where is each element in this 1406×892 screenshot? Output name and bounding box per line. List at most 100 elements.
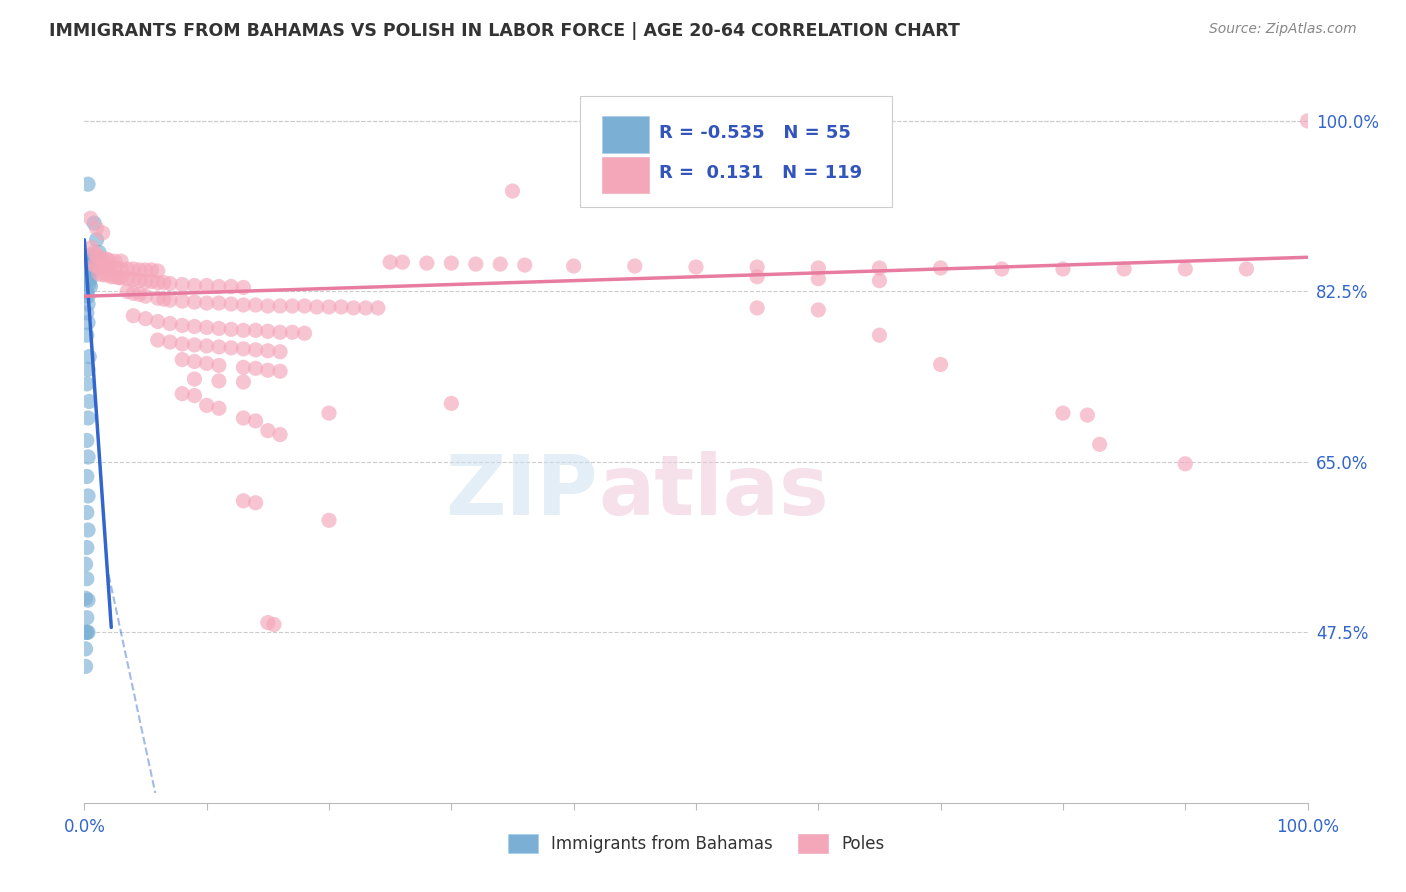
Text: atlas: atlas — [598, 451, 830, 533]
Point — [77, 255, 100, 269]
Point — [87, 245, 110, 260]
Point — [257, 615, 280, 630]
Point — [122, 286, 145, 301]
Point — [79, 211, 101, 226]
Text: IMMIGRANTS FROM BAHAMAS VS POLISH IN LABOR FORCE | AGE 20-64 CORRELATION CHART: IMMIGRANTS FROM BAHAMAS VS POLISH IN LAB… — [49, 22, 960, 40]
Point — [75, 625, 97, 640]
Point — [82, 250, 104, 264]
Point — [83, 216, 105, 230]
Point — [1174, 262, 1197, 277]
Point — [128, 274, 150, 288]
Point — [141, 263, 163, 277]
Point — [77, 450, 100, 464]
Point — [294, 299, 316, 313]
Point — [96, 268, 118, 282]
Point — [245, 298, 267, 312]
Point — [135, 263, 157, 277]
Point — [367, 301, 389, 315]
Point — [77, 489, 100, 503]
Point — [76, 328, 98, 343]
Point — [100, 269, 122, 284]
Point — [513, 258, 536, 272]
Point — [77, 362, 100, 376]
Point — [416, 256, 439, 270]
Point — [77, 593, 100, 607]
Point — [146, 264, 169, 278]
Point — [195, 356, 218, 370]
Point — [245, 496, 267, 510]
Point — [80, 262, 103, 277]
Point — [232, 375, 254, 389]
Point — [318, 513, 340, 527]
Point — [183, 338, 205, 352]
Point — [318, 406, 340, 420]
Point — [80, 256, 103, 270]
Point — [153, 292, 176, 306]
Point — [77, 625, 100, 640]
Point — [269, 299, 291, 313]
Point — [91, 252, 114, 267]
Point — [263, 617, 285, 632]
Point — [208, 401, 231, 416]
Point — [195, 320, 218, 334]
Point — [257, 299, 280, 313]
Point — [354, 301, 377, 315]
Point — [76, 625, 98, 640]
Point — [86, 248, 108, 262]
Point — [97, 253, 120, 268]
Point — [76, 541, 98, 555]
Point — [104, 260, 127, 275]
Legend: Immigrants from Bahamas, Poles: Immigrants from Bahamas, Poles — [499, 825, 893, 861]
Point — [135, 289, 157, 303]
Point — [342, 301, 364, 315]
Point — [159, 277, 181, 291]
Point — [172, 318, 194, 333]
Point — [294, 326, 316, 341]
Point — [135, 275, 157, 289]
Point — [159, 334, 181, 349]
Point — [929, 260, 952, 275]
Point — [219, 279, 242, 293]
Point — [208, 296, 231, 310]
Point — [232, 342, 254, 356]
Text: Source: ZipAtlas.com: Source: ZipAtlas.com — [1209, 22, 1357, 37]
Point — [232, 323, 254, 337]
Point — [77, 277, 100, 291]
Point — [208, 374, 231, 388]
Point — [159, 317, 181, 331]
Point — [1088, 437, 1111, 451]
Point — [76, 376, 98, 391]
Point — [91, 260, 114, 274]
Point — [232, 360, 254, 375]
Point — [232, 298, 254, 312]
Point — [75, 557, 97, 571]
Point — [807, 302, 830, 317]
Point — [76, 610, 98, 624]
Point — [83, 245, 105, 260]
Point — [84, 252, 107, 267]
Point — [110, 270, 132, 285]
Point — [195, 278, 218, 293]
Point — [747, 301, 769, 315]
Point — [76, 434, 98, 448]
Point — [183, 278, 205, 293]
Point — [86, 233, 108, 247]
Point — [146, 333, 169, 347]
Point — [86, 259, 108, 273]
Point — [122, 262, 145, 277]
Point — [153, 276, 176, 290]
Point — [208, 279, 231, 293]
Point — [83, 258, 105, 272]
Point — [77, 297, 100, 311]
Point — [115, 285, 138, 299]
Point — [219, 297, 242, 311]
Point — [219, 341, 242, 355]
Point — [440, 256, 463, 270]
Point — [257, 324, 280, 338]
Point — [75, 659, 97, 673]
Point — [122, 273, 145, 287]
Text: R = -0.535   N = 55: R = -0.535 N = 55 — [659, 124, 851, 142]
Point — [141, 275, 163, 289]
Point — [183, 388, 205, 402]
Point — [77, 523, 100, 537]
